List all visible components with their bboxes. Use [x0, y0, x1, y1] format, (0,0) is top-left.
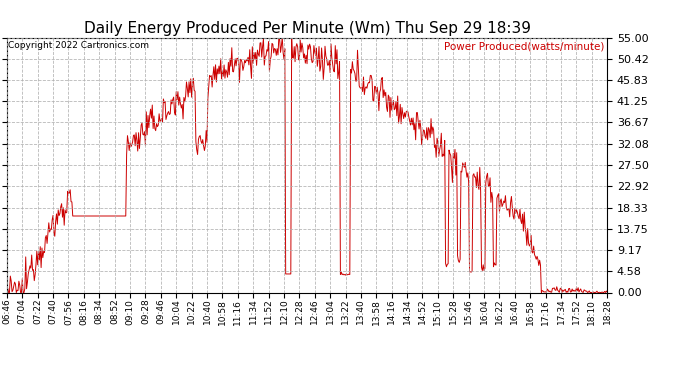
Text: Copyright 2022 Cartronics.com: Copyright 2022 Cartronics.com	[8, 41, 149, 50]
Text: Power Produced(watts/minute): Power Produced(watts/minute)	[444, 41, 604, 51]
Title: Daily Energy Produced Per Minute (Wm) Thu Sep 29 18:39: Daily Energy Produced Per Minute (Wm) Th…	[83, 21, 531, 36]
